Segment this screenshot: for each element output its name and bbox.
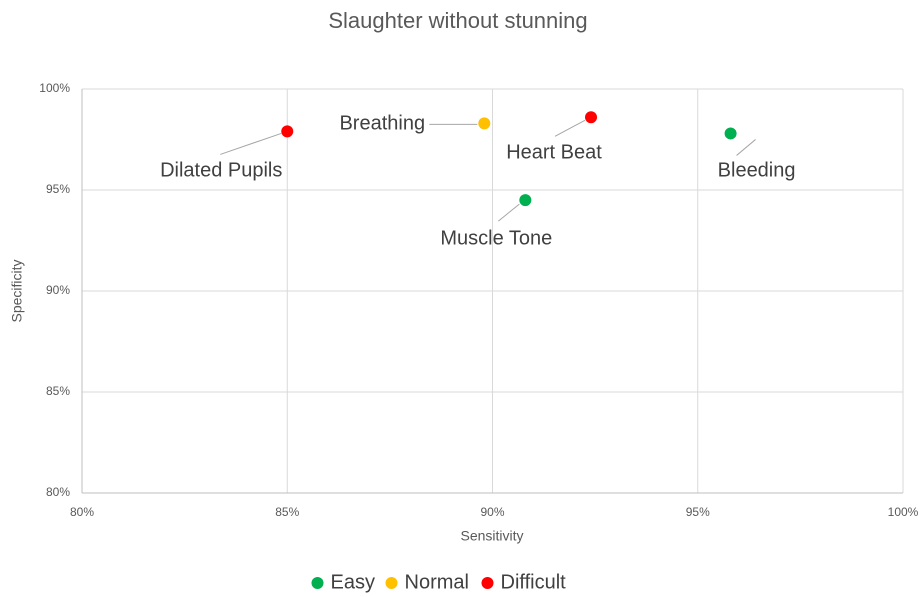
x-tick-label: 100% xyxy=(888,505,919,519)
leader-line xyxy=(554,119,586,137)
leader-line xyxy=(498,203,520,222)
leader-line xyxy=(736,139,756,156)
legend-label: Difficult xyxy=(501,571,567,593)
legend-marker xyxy=(311,577,324,589)
y-tick-label: 90% xyxy=(46,283,70,297)
legend-marker xyxy=(481,577,494,589)
point xyxy=(585,111,598,124)
x-tick-label: 85% xyxy=(275,505,299,519)
point xyxy=(724,127,737,140)
point-label: Dilated Pupils xyxy=(160,160,282,182)
legend-label: Normal xyxy=(405,571,469,593)
x-tick-label: 90% xyxy=(480,505,504,519)
y-axis-label: Specificity xyxy=(9,259,25,322)
x-tick-label: 95% xyxy=(686,505,710,519)
x-tick-label: 80% xyxy=(70,505,94,519)
chart-title: Slaughter without stunning xyxy=(328,8,587,33)
point xyxy=(281,125,294,138)
y-tick-label: 100% xyxy=(39,81,70,95)
legend-marker xyxy=(385,577,398,589)
y-tick-label: 85% xyxy=(46,384,70,398)
leader-line xyxy=(220,132,282,155)
point-label: Muscle Tone xyxy=(440,227,552,249)
point-label: Heart Beat xyxy=(506,142,602,164)
y-tick-label: 80% xyxy=(46,485,70,499)
point-label: Breathing xyxy=(339,113,425,135)
legend-label: Easy xyxy=(331,571,375,593)
y-tick-label: 95% xyxy=(46,182,70,196)
point-label: Bleeding xyxy=(718,160,796,182)
point xyxy=(519,194,532,207)
point xyxy=(478,117,491,130)
x-axis-label: Sensitivity xyxy=(460,528,523,544)
